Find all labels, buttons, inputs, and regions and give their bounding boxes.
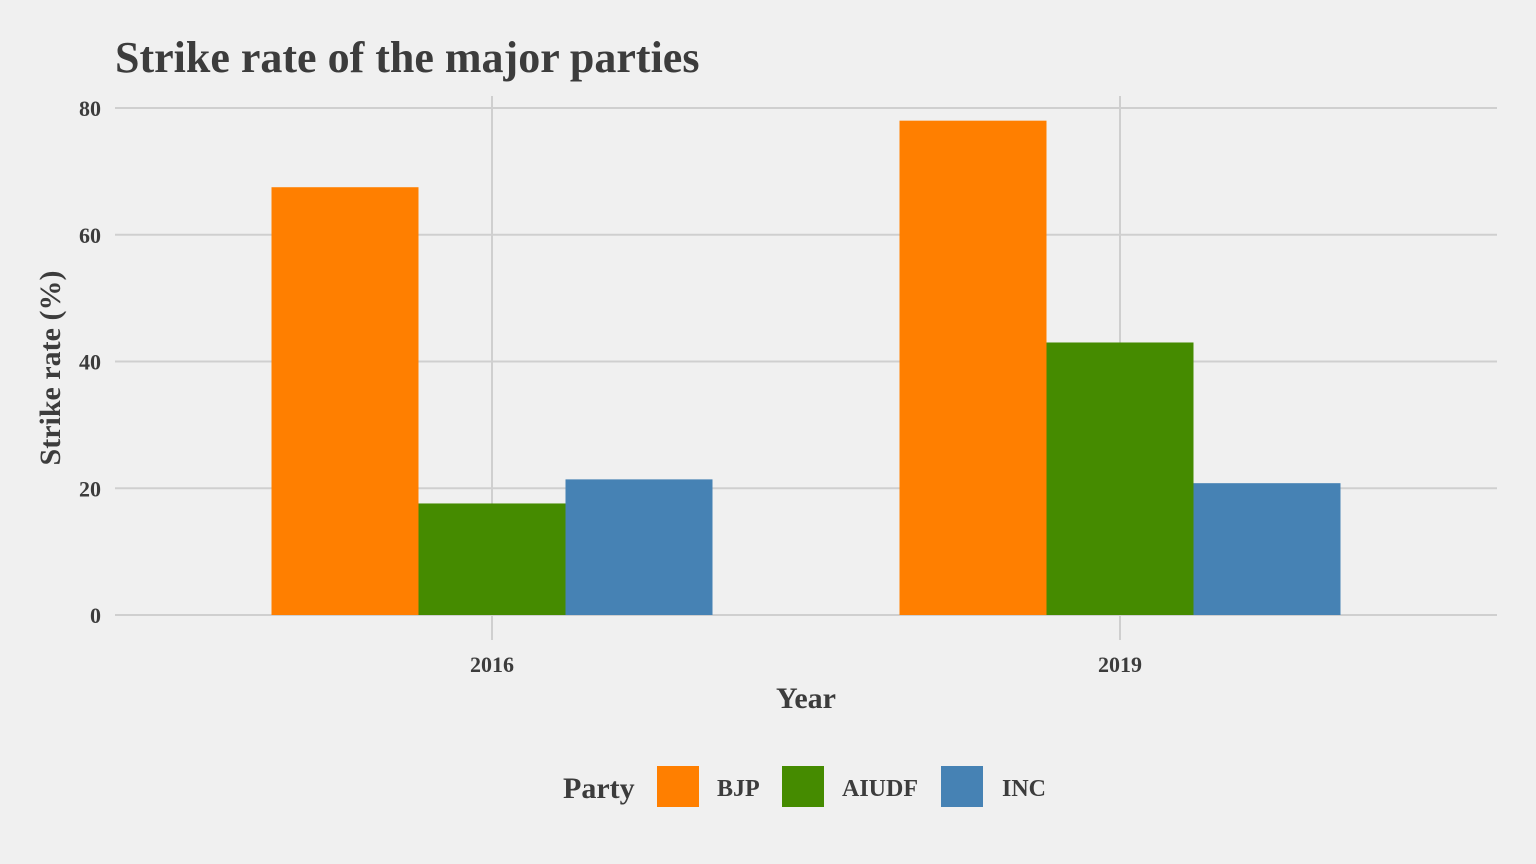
- y-tick-label: 0: [90, 603, 101, 628]
- y-axis-ticks: 0 20 40 60 80: [79, 96, 101, 628]
- legend-label-aiudf: AIUDF: [842, 776, 918, 802]
- legend-key-bjp: [657, 766, 699, 807]
- bar-aiudf-2019: [1046, 342, 1194, 615]
- legend-key-inc: [941, 766, 983, 807]
- bar-aiudf-2016: [418, 503, 566, 615]
- x-tick-label: 2016: [470, 652, 514, 677]
- x-tick-label: 2019: [1098, 652, 1142, 677]
- y-tick-label: 20: [79, 476, 101, 501]
- legend-key-aiudf: [782, 766, 824, 807]
- legend-label-bjp: BJP: [717, 776, 760, 802]
- y-tick-label: 80: [79, 96, 101, 121]
- x-axis-title: Year: [776, 682, 836, 715]
- bar-bjp-2019: [899, 120, 1047, 616]
- bar-inc-2016: [565, 479, 713, 615]
- chart-title: Strike rate of the major parties: [115, 33, 699, 82]
- bar-inc-2019: [1193, 483, 1341, 615]
- y-tick-label: 40: [79, 350, 101, 375]
- bar-bjp-2016: [271, 187, 419, 615]
- x-axis-ticks: 2016 2019: [470, 652, 1142, 677]
- bars: [271, 120, 1341, 616]
- legend-label-inc: INC: [1002, 776, 1046, 802]
- y-tick-label: 60: [79, 223, 101, 248]
- legend-title: Party: [563, 772, 635, 805]
- y-axis-title: Strike rate (%): [34, 271, 67, 466]
- legend: Party BJP AIUDF INC: [563, 766, 1046, 807]
